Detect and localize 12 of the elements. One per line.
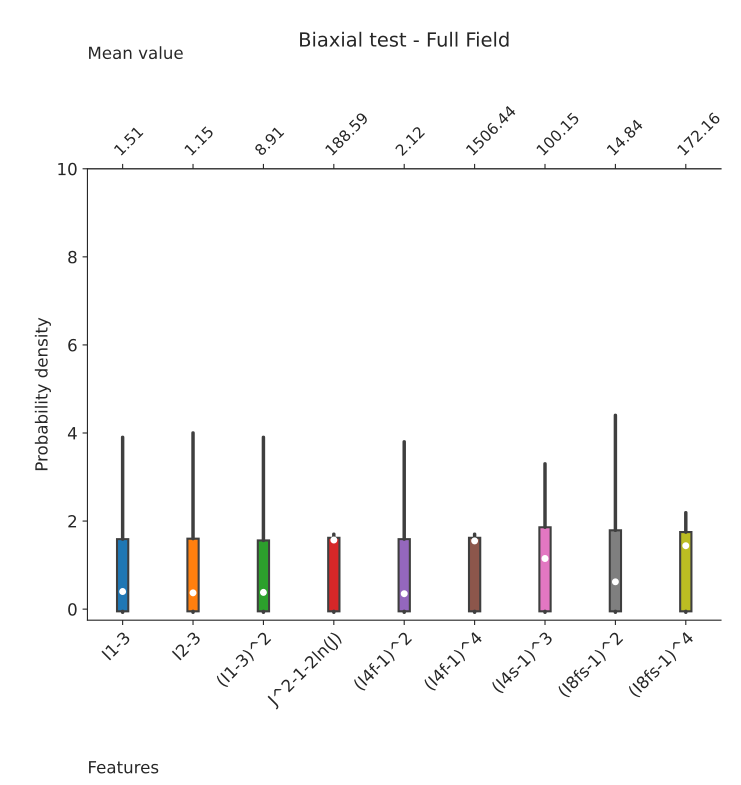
y-tick-label: 0 bbox=[68, 603, 77, 616]
chart-title: Biaxial test - Full Field bbox=[300, 32, 508, 47]
x-tick-label: I1-3 bbox=[101, 631, 131, 661]
y-tick-label: 10 bbox=[58, 162, 77, 176]
x-axis-title: Features bbox=[89, 761, 158, 774]
y-tick-label: 8 bbox=[68, 250, 77, 264]
y-tick-label: 4 bbox=[68, 427, 77, 440]
x2-axis-title: Mean value bbox=[89, 46, 183, 60]
y-axis-title: Probability density bbox=[34, 318, 51, 470]
x-tick-label: I2-3 bbox=[172, 631, 202, 661]
y-tick-label: 6 bbox=[68, 338, 77, 352]
y-tick-label: 2 bbox=[68, 515, 76, 528]
